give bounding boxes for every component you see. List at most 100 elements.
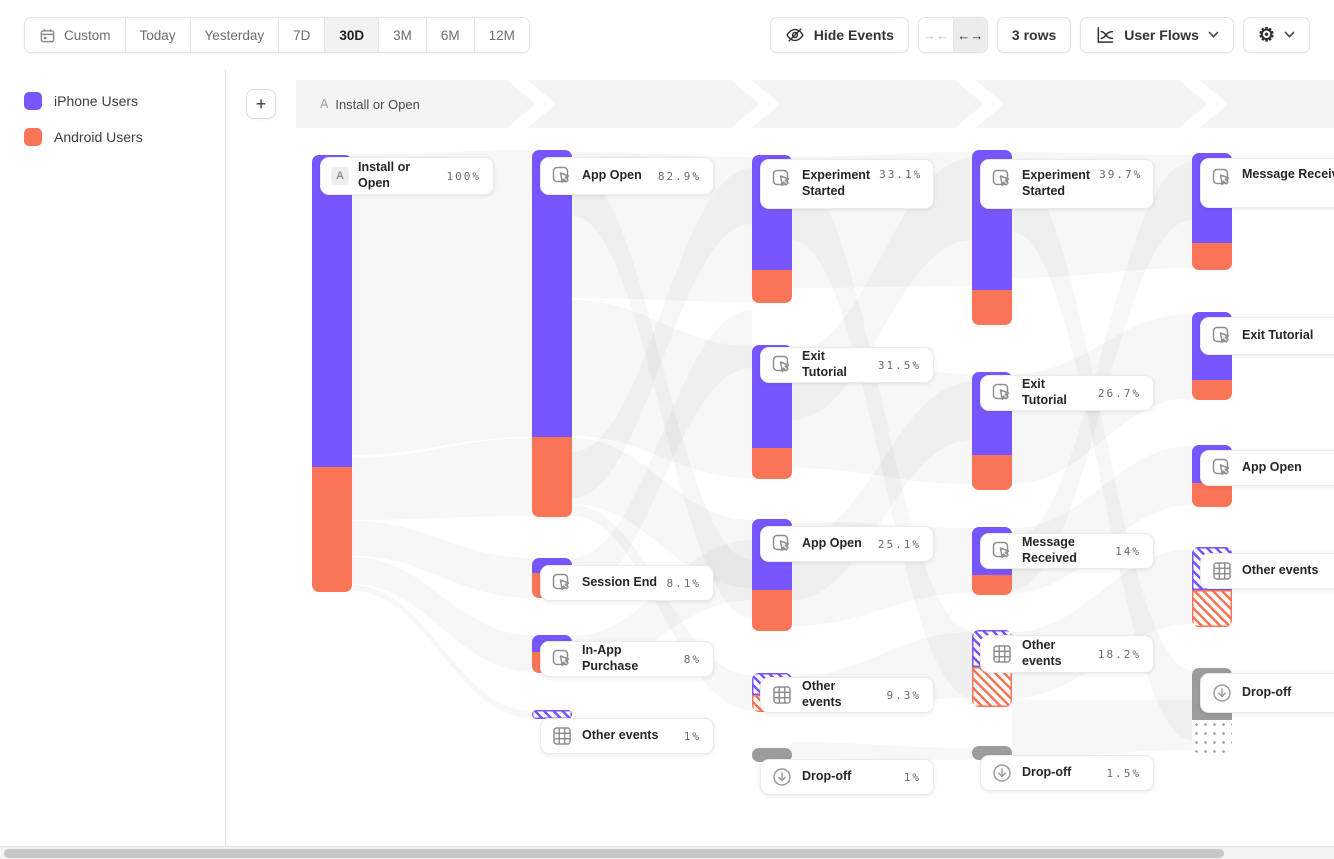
horizontal-scrollbar-thumb[interactable]	[4, 849, 1224, 858]
step-letter: A	[320, 97, 329, 111]
add-step-button[interactable]: +	[246, 89, 276, 119]
date-custom-button[interactable]: Custom	[25, 18, 125, 52]
step-header-band: A Install or Open	[296, 80, 1334, 128]
hide-events-label: Hide Events	[813, 27, 894, 43]
flow-node-percent: 14%	[1115, 544, 1141, 558]
flow-bar-segment	[532, 150, 572, 437]
flow-node-label: App Open	[582, 168, 642, 183]
flow-link-ribbon	[352, 557, 532, 672]
step-a-badge: A	[331, 167, 349, 185]
flow-node-card[interactable]: Experiment Started 33.1%	[760, 159, 934, 209]
flow-node-card[interactable]: In-App Purchase 8%	[540, 641, 714, 677]
event-cursor-icon	[992, 383, 1010, 401]
flow-node-percent: 100%	[446, 169, 481, 183]
grid-icon	[773, 686, 791, 704]
flow-node-label: App Open	[802, 536, 862, 551]
flow-node-bar[interactable]	[312, 155, 352, 592]
flow-link-ribbon	[1012, 446, 1192, 593]
flow-node-card[interactable]: App Open	[1200, 450, 1334, 486]
legend-item-iphone-users[interactable]: iPhone Users	[24, 92, 201, 110]
legend-panel: iPhone Users Android Users	[0, 70, 226, 846]
flow-node-card[interactable]: Other events 1%	[540, 718, 714, 754]
flow-node-bar[interactable]	[532, 710, 572, 719]
flow-node-card[interactable]: App Open 82.9%	[540, 157, 714, 195]
flow-bar-segment	[972, 667, 1012, 707]
settings-button[interactable]: ⚙	[1242, 17, 1310, 53]
flow-node-card[interactable]: Exit Tutorial 26.7%	[980, 375, 1154, 411]
calendar-icon	[40, 28, 55, 42]
flow-bar-segment	[312, 467, 352, 592]
flow-node-bar[interactable]	[752, 748, 792, 762]
flow-node-card[interactable]: Other events	[1200, 553, 1334, 589]
flow-link-ribbon	[352, 521, 532, 598]
flow-link-ribbon	[1012, 700, 1192, 758]
flow-node-card[interactable]: Drop-off 1.5%	[980, 755, 1154, 791]
hide-events-button[interactable]: Hide Events	[769, 17, 909, 53]
flow-link-ribbon	[572, 168, 752, 618]
toolbar: Custom Today Yesterday 7D 30D 3M 6M 12M …	[0, 0, 1334, 70]
date-3m-button[interactable]: 3M	[378, 18, 426, 52]
grid-icon	[553, 727, 571, 745]
expand-columns-button[interactable]: ←→	[952, 18, 987, 52]
rows-button[interactable]: 3 rows	[996, 17, 1072, 53]
flow-node-label: Other events	[802, 679, 842, 709]
date-range-label: Custom	[64, 27, 111, 43]
column-width-toggle: →← ←→	[917, 17, 988, 53]
flow-bar-segment	[752, 748, 792, 762]
flow-node-percent: 26.7%	[1097, 386, 1141, 400]
flow-node-card[interactable]: Drop-off 1%	[760, 759, 934, 795]
flow-node-label: Session End	[582, 575, 658, 590]
flow-node-card[interactable]: Exit Tutorial	[1200, 317, 1334, 355]
flow-link-ribbon	[352, 150, 532, 455]
view-selector[interactable]: User Flows	[1080, 17, 1234, 53]
flow-node-label: Exit Tutorial	[1022, 377, 1067, 407]
event-cursor-icon	[552, 166, 570, 184]
collapse-columns-button[interactable]: →←	[918, 18, 953, 52]
flow-node-card[interactable]: Message Received 14%	[980, 533, 1154, 569]
date-yesterday-button[interactable]: Yesterday	[189, 18, 279, 52]
flow-node-bar[interactable]	[752, 345, 792, 479]
flow-bar-segment	[972, 290, 1012, 325]
flow-node-percent: 1%	[683, 729, 701, 743]
event-cursor-icon	[992, 169, 1010, 187]
flow-node-label: In-App Purchase	[582, 643, 639, 673]
date-12m-button[interactable]: 12M	[473, 18, 529, 52]
flow-node-card[interactable]: App Open 25.1%	[760, 526, 934, 562]
date-today-button[interactable]: Today	[124, 18, 190, 52]
flow-node-card[interactable]: Session End 8.1%	[540, 565, 714, 601]
flow-bar-segment	[1192, 483, 1232, 507]
event-cursor-icon	[772, 169, 790, 187]
expand-icon: ←→	[957, 27, 984, 43]
flow-node-label: Other events	[1242, 563, 1319, 578]
flow-node-percent: 1%	[903, 770, 921, 784]
flow-node-card[interactable]: Other events 9.3%	[760, 677, 934, 713]
legend-item-android-users[interactable]: Android Users	[24, 128, 201, 146]
view-label: User Flows	[1124, 27, 1199, 43]
flow-node-card[interactable]: Other events 18.2%	[980, 635, 1154, 673]
flow-link-ribbon	[572, 505, 752, 710]
flow-node-bar[interactable]	[532, 150, 572, 517]
iphone-users-swatch	[24, 92, 42, 110]
step-1-header[interactable]: A Install or Open	[320, 80, 420, 128]
drop-off-icon	[1213, 684, 1231, 702]
date-30d-button[interactable]: 30D	[324, 18, 379, 52]
flow-node-label: Exit Tutorial	[802, 349, 847, 379]
date-7d-button[interactable]: 7D	[278, 18, 325, 52]
flow-node-card[interactable]: Exit Tutorial 31.5%	[760, 347, 934, 383]
date-6m-button[interactable]: 6M	[425, 18, 474, 52]
drop-off-icon	[993, 764, 1011, 782]
flow-node-label: Drop-off	[802, 769, 852, 784]
flow-node-card[interactable]: Experiment Started 39.7%	[980, 159, 1154, 209]
grid-icon	[1213, 562, 1231, 580]
flow-node-label: Install or Open	[358, 160, 411, 190]
event-cursor-icon	[1212, 326, 1230, 344]
flow-node-percent: 25.1%	[877, 537, 921, 551]
flow-node-card[interactable]: Drop-off	[1200, 673, 1334, 713]
flow-bar-segment	[752, 448, 792, 479]
gear-icon: ⚙	[1257, 24, 1275, 46]
flow-node-card[interactable]: Message Received	[1200, 158, 1334, 208]
flow-node-card[interactable]: A Install or Open 100%	[320, 157, 494, 195]
flow-node-label: Exit Tutorial	[1242, 328, 1314, 343]
flow-bar-segment	[1192, 243, 1232, 270]
